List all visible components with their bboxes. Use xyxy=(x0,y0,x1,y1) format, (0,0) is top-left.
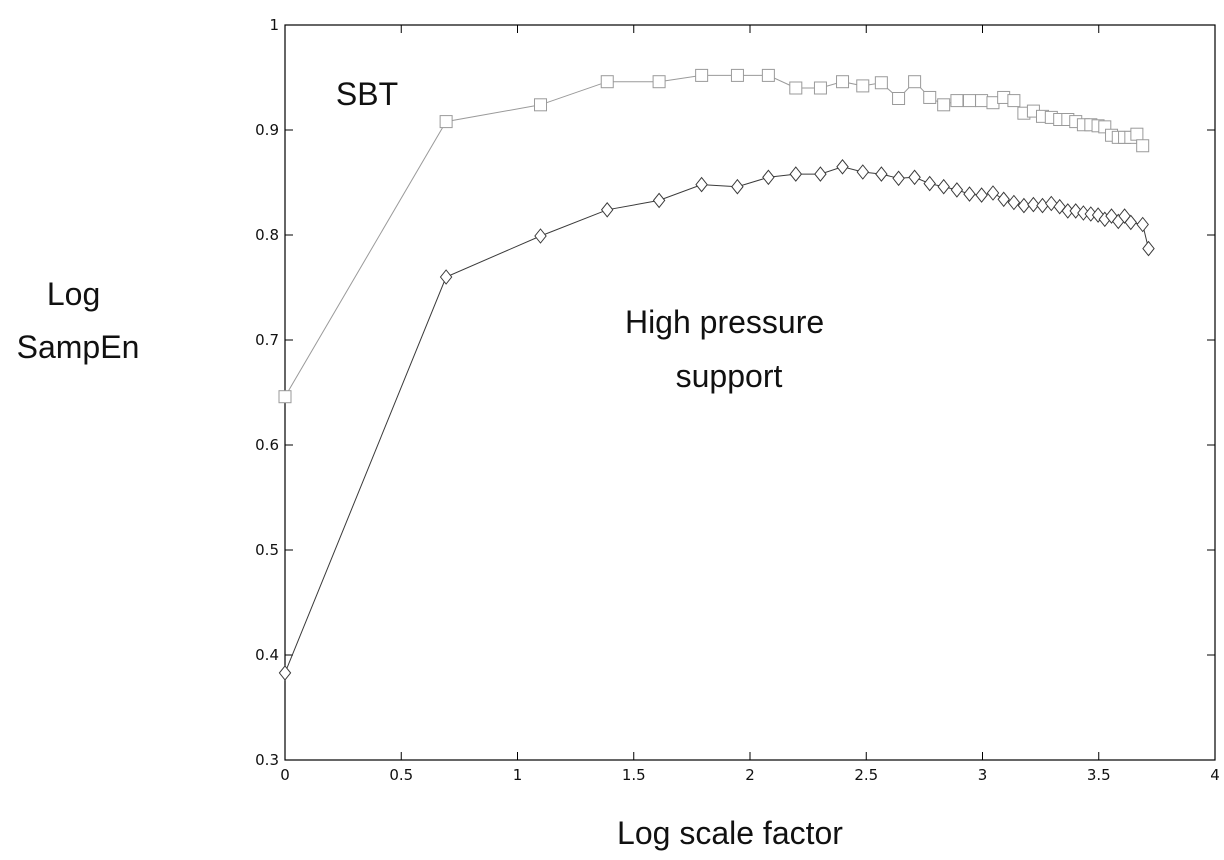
x-tick-label: 3 xyxy=(978,766,988,784)
square-marker xyxy=(836,75,850,89)
annotation-line-1: High pressure xyxy=(625,304,824,340)
x-axis-title: Log scale factor xyxy=(617,815,843,851)
y-tick-label: 0.3 xyxy=(255,751,279,769)
square-marker xyxy=(937,98,951,112)
diamond-marker xyxy=(1017,197,1031,214)
diamond-marker xyxy=(963,186,976,202)
square-marker xyxy=(856,79,870,93)
square-marker xyxy=(923,90,937,104)
square-marker xyxy=(892,92,906,105)
diamond-marker xyxy=(908,169,921,186)
y-axis-title-line-2: SampEn xyxy=(17,329,140,365)
diamond-marker xyxy=(997,191,1010,208)
diamond-marker xyxy=(762,169,775,186)
y-tick-label: 0.9 xyxy=(255,121,279,139)
square-marker xyxy=(908,75,922,89)
x-tick-label: 0 xyxy=(280,766,290,784)
diamond-marker xyxy=(1077,205,1090,221)
diamond-marker xyxy=(652,192,666,209)
diamond-marker xyxy=(937,178,950,195)
square-marker xyxy=(600,75,614,89)
diamond-marker xyxy=(856,164,870,180)
diamond-marker xyxy=(923,175,936,192)
diamond-marker xyxy=(875,166,888,182)
y-tick-label: 0.6 xyxy=(255,436,279,454)
diamond-marker xyxy=(814,166,827,182)
diamond-marker xyxy=(1124,214,1138,231)
square-marker xyxy=(950,94,964,108)
x-tick-label: 4 xyxy=(1210,766,1220,784)
square-marker xyxy=(1007,94,1021,108)
diamond-marker xyxy=(892,170,905,187)
diamond-marker xyxy=(1142,240,1155,257)
y-tick-label: 0.4 xyxy=(255,646,279,664)
plot-area xyxy=(284,24,1216,761)
diamond-marker xyxy=(1027,196,1040,213)
diamond-marker xyxy=(789,166,803,182)
diamond-marker xyxy=(439,269,453,285)
x-tick-label: 0.5 xyxy=(389,766,413,784)
x-tick-label: 2 xyxy=(745,766,755,784)
square-marker xyxy=(278,390,292,404)
y-tick-label: 1 xyxy=(269,16,279,34)
annotation-line-2: support xyxy=(676,358,783,394)
series-layer xyxy=(278,68,1155,681)
diamond-marker xyxy=(600,201,614,218)
diamond-marker xyxy=(278,665,292,681)
square-marker xyxy=(1136,139,1150,153)
square-marker xyxy=(652,75,666,89)
square-marker xyxy=(534,98,548,112)
diamond-marker xyxy=(731,178,744,195)
y-axis-title-line-1: Log xyxy=(47,276,100,312)
y-tick-label: 0.8 xyxy=(255,226,279,244)
x-tick-label: 1 xyxy=(513,766,523,784)
y-axis-title: Log SampEn xyxy=(17,276,140,365)
diamond-marker xyxy=(1136,216,1149,233)
square-marker xyxy=(439,115,453,129)
diamond-marker xyxy=(1007,194,1021,211)
diamond-marker xyxy=(986,185,1000,201)
square-marker xyxy=(695,68,709,82)
square-marker xyxy=(975,94,989,108)
x-tick-label: 1.5 xyxy=(622,766,646,784)
sbt-annotation: SBT xyxy=(336,76,398,112)
diamond-marker xyxy=(534,228,547,244)
y-axis: 0.3 0.4 0.5 0.6 0.7 0.8 0.9 1 xyxy=(255,16,1215,769)
x-axis: 0 0.5 1 1.5 2 2.5 3 3.5 4 xyxy=(280,25,1220,784)
square-marker xyxy=(730,68,744,82)
square-marker xyxy=(789,81,803,95)
square-marker xyxy=(761,68,775,82)
square-marker xyxy=(813,81,827,95)
diamond-marker xyxy=(695,176,708,193)
diamond-marker xyxy=(1084,206,1098,222)
square-marker xyxy=(1130,127,1144,141)
y-tick-label: 0.7 xyxy=(255,331,279,349)
square-marker xyxy=(962,94,976,108)
square-marker xyxy=(874,76,888,90)
diamond-marker xyxy=(1105,208,1118,224)
y-tick-label: 0.5 xyxy=(255,541,279,559)
x-tick-label: 2.5 xyxy=(854,766,878,784)
high-pressure-support-annotation: High pressure support xyxy=(625,304,833,394)
diamond-marker xyxy=(975,187,988,203)
diamond-marker xyxy=(836,158,849,175)
x-tick-label: 3.5 xyxy=(1087,766,1111,784)
diamond-marker xyxy=(950,182,964,198)
